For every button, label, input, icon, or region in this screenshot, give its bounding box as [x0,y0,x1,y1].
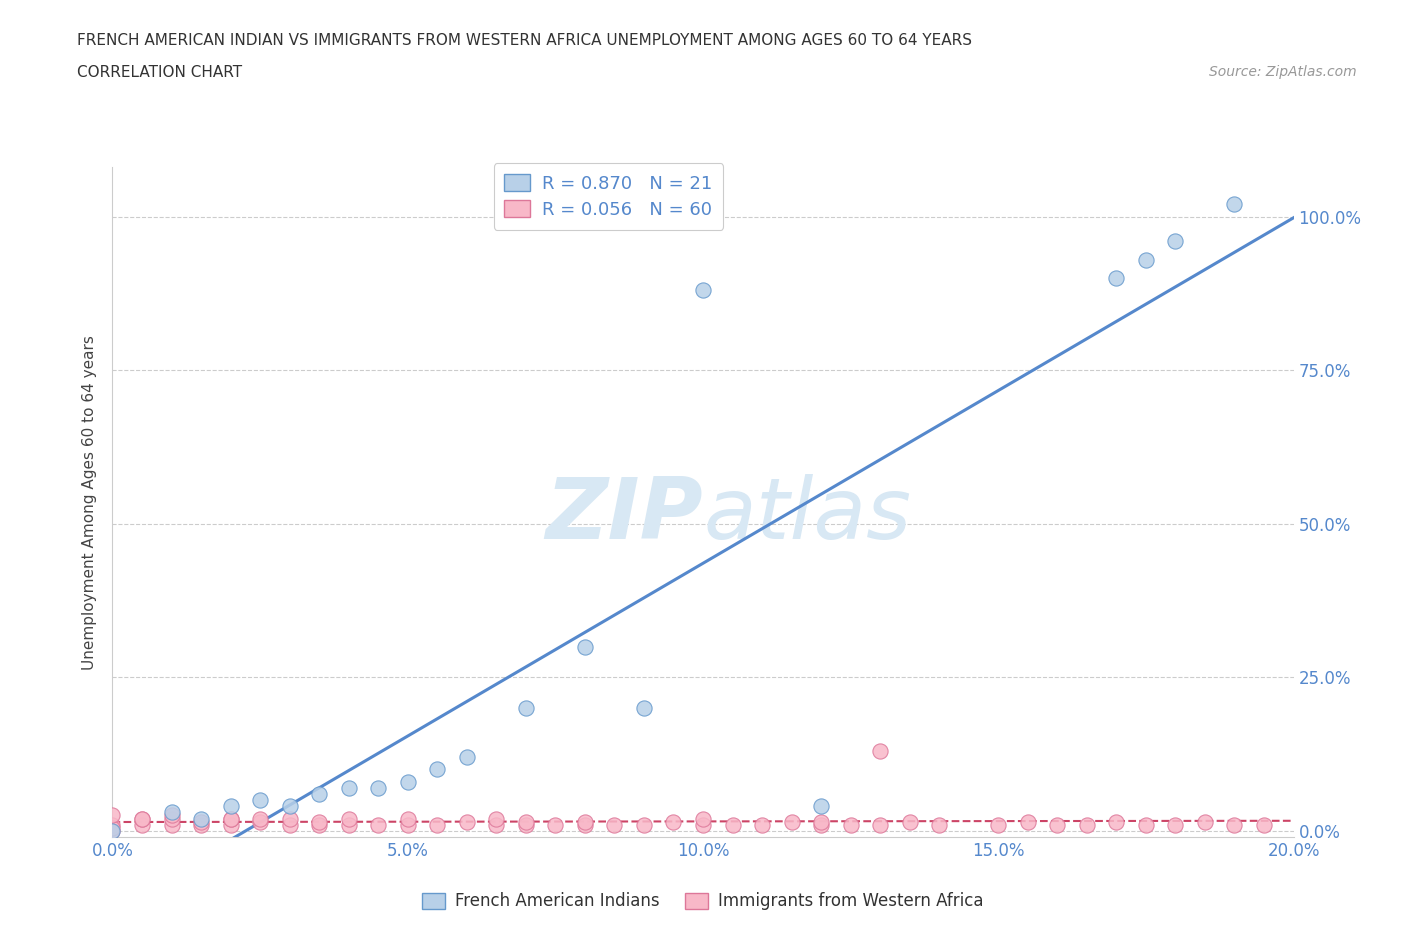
Point [426,817,449,832]
Point [1105,814,1128,829]
Point [396,775,419,790]
Point [190,814,212,829]
Point [692,283,714,298]
Point [780,814,803,829]
Point [219,817,242,832]
Point [574,639,596,654]
Point [337,817,360,832]
Point [692,817,714,832]
Point [308,814,330,829]
Point [308,817,330,832]
Point [1194,814,1216,829]
Point [1223,197,1246,212]
Point [190,811,212,826]
Point [485,817,508,832]
Point [456,750,478,764]
Point [544,817,567,832]
Point [219,811,242,826]
Y-axis label: Unemployment Among Ages 60 to 64 years: Unemployment Among Ages 60 to 64 years [82,335,97,670]
Point [249,792,271,807]
Point [721,817,744,832]
Point [869,744,891,759]
Point [160,808,183,823]
Point [810,817,832,832]
Point [426,762,449,777]
Point [308,787,330,802]
Point [160,805,183,820]
Point [633,700,655,715]
Point [1253,817,1275,832]
Point [278,799,301,814]
Point [131,811,153,826]
Point [160,811,183,826]
Point [839,817,862,832]
Point [1046,817,1069,832]
Text: CORRELATION CHART: CORRELATION CHART [77,65,242,80]
Point [101,808,124,823]
Point [1164,233,1187,248]
Point [337,780,360,795]
Point [1135,252,1157,267]
Point [219,811,242,826]
Point [515,817,537,832]
Text: ZIP: ZIP [546,474,703,557]
Point [1105,271,1128,286]
Point [456,814,478,829]
Point [1135,817,1157,832]
Legend: French American Indians, Immigrants from Western Africa: French American Indians, Immigrants from… [415,885,991,917]
Point [515,700,537,715]
Point [1223,817,1246,832]
Point [249,811,271,826]
Point [160,817,183,832]
Point [869,817,891,832]
Text: Source: ZipAtlas.com: Source: ZipAtlas.com [1209,65,1357,79]
Point [219,799,242,814]
Point [101,823,124,838]
Point [101,820,124,835]
Point [190,817,212,832]
Point [396,811,419,826]
Point [1017,814,1039,829]
Point [751,817,773,832]
Point [131,817,153,832]
Point [278,811,301,826]
Point [692,811,714,826]
Point [574,817,596,832]
Point [987,817,1010,832]
Legend: R = 0.870   N = 21, R = 0.056   N = 60: R = 0.870 N = 21, R = 0.056 N = 60 [494,163,724,230]
Point [603,817,626,832]
Point [928,817,950,832]
Point [810,814,832,829]
Point [337,811,360,826]
Point [101,823,124,838]
Point [810,799,832,814]
Point [485,811,508,826]
Point [131,811,153,826]
Point [515,814,537,829]
Point [1076,817,1098,832]
Text: atlas: atlas [703,474,911,557]
Point [367,817,389,832]
Point [101,817,124,832]
Point [249,814,271,829]
Text: FRENCH AMERICAN INDIAN VS IMMIGRANTS FROM WESTERN AFRICA UNEMPLOYMENT AMONG AGES: FRENCH AMERICAN INDIAN VS IMMIGRANTS FRO… [77,33,973,47]
Point [278,817,301,832]
Point [898,814,921,829]
Point [662,814,685,829]
Point [396,817,419,832]
Point [633,817,655,832]
Point [1164,817,1187,832]
Point [367,780,389,795]
Point [574,814,596,829]
